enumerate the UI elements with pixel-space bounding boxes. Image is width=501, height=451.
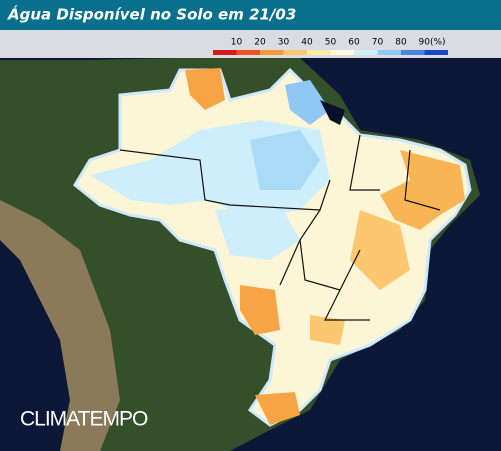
- legend-swatch: [354, 50, 378, 55]
- legend-label: 40: [301, 38, 313, 48]
- legend-label: 10: [231, 38, 243, 48]
- legend-swatch: [330, 50, 354, 55]
- title: Água Disponível no Solo em 21/03: [7, 5, 296, 24]
- dry-area: [255, 392, 300, 425]
- legend-swatch: [424, 50, 448, 55]
- dry-area: [350, 210, 410, 290]
- dry-area: [380, 150, 465, 230]
- legend-label: 20: [254, 38, 266, 48]
- wet-area: [285, 80, 330, 125]
- legend-swatch: [307, 50, 331, 55]
- legend-swatch: [213, 50, 237, 55]
- legend-label: 70: [372, 38, 384, 48]
- legend-label: 80: [395, 38, 407, 48]
- state-borders: [119, 134, 441, 321]
- andes: [0, 200, 120, 451]
- wet-area: [250, 130, 320, 190]
- watermark: CLIMATEMPO: [20, 408, 148, 431]
- legend-swatch: [260, 50, 284, 55]
- title-bar: [0, 0, 501, 30]
- dry-area: [310, 315, 345, 345]
- legend-swatch: [377, 50, 401, 55]
- wet-area: [215, 205, 300, 260]
- dry-area: [240, 285, 280, 335]
- legend-label: 30: [278, 38, 290, 48]
- legend-swatch: [283, 50, 307, 55]
- dry-area: [185, 68, 225, 110]
- legend-swatch: [236, 50, 260, 55]
- legend: 10 20 30 40 50 60 70 80 90(%): [213, 38, 448, 55]
- river-mouth: [320, 100, 345, 125]
- legend-swatch: [401, 50, 425, 55]
- legend-label: 90(%): [419, 38, 446, 48]
- legend-label: 60: [348, 38, 360, 48]
- legend-label: 50: [325, 38, 337, 48]
